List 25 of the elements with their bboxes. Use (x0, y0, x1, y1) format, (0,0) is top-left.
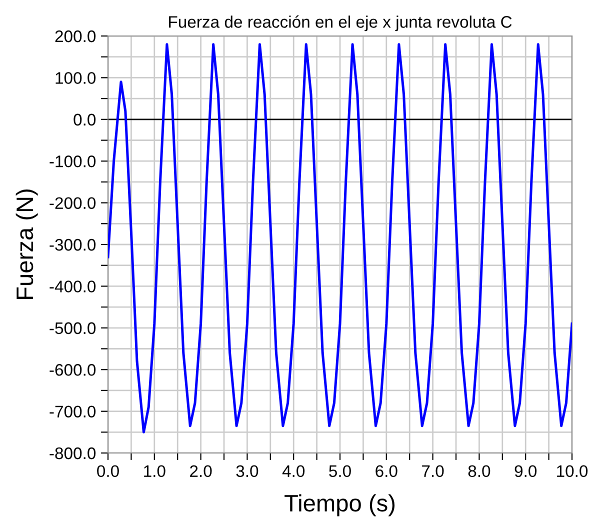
chart-title: Fuerza de reacción en el eje x junta revoluta C (169, 15, 512, 32)
x-tick-label: 9.0 (514, 465, 537, 478)
x-tick-label: 6.0 (376, 465, 398, 478)
y-tick-label: -700.0 (50, 406, 96, 418)
y-tick-label: -800.0 (50, 447, 96, 460)
x-tick-label: 5.0 (329, 465, 351, 478)
x-axis-title: Tiempo (s) (284, 494, 395, 516)
y-tick-label: -100.0 (50, 156, 96, 168)
x-tick-label: 10.0 (557, 465, 588, 478)
x-tick-label: 8.0 (468, 465, 490, 478)
y-tick-label: 100.0 (56, 72, 96, 84)
y-tick-label: -200.0 (50, 197, 96, 210)
y-tick-label: -300.0 (50, 238, 96, 251)
x-tick-label: 3.0 (236, 465, 258, 478)
y-tick-label: -600.0 (50, 364, 96, 376)
y-tick-label: 200.0 (55, 30, 96, 42)
x-tick-label: 7.0 (422, 465, 444, 478)
y-axis-title: Fuerza (N) (16, 190, 38, 299)
x-tick-label: 1.0 (144, 465, 166, 478)
x-tick-label: 4.0 (282, 465, 305, 478)
x-tick-label: 0.0 (97, 465, 119, 478)
y-tick-label: -500.0 (50, 322, 96, 334)
x-tick-label: 2.0 (190, 465, 212, 478)
y-tick-label: 0.0 (74, 114, 96, 126)
y-tick-label: -400.0 (50, 280, 96, 292)
